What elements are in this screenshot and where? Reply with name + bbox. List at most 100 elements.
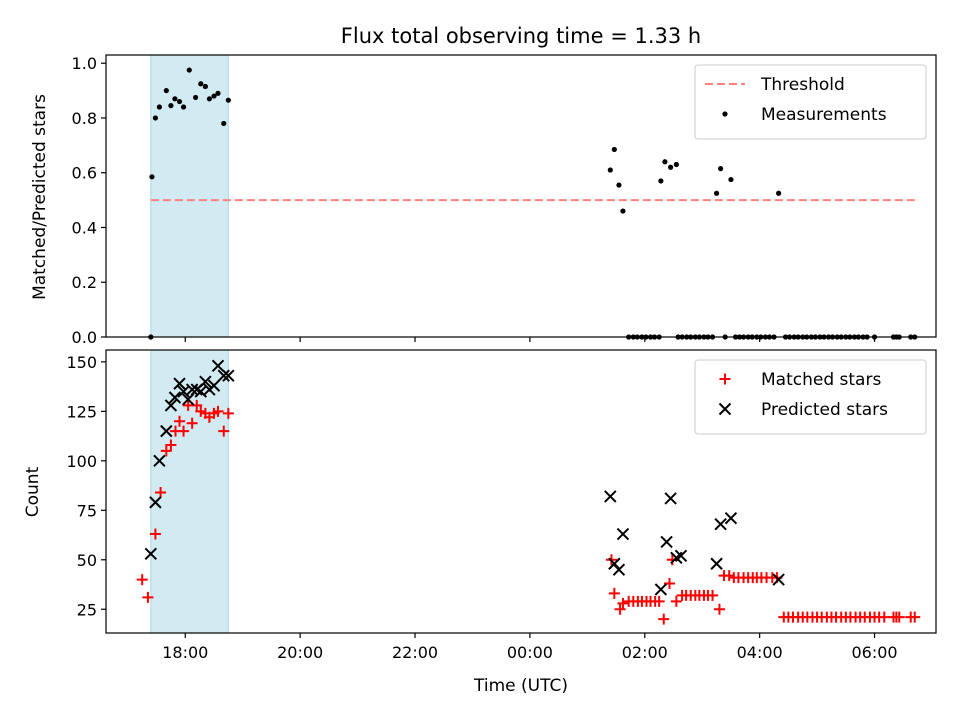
data-point	[136, 574, 148, 586]
x-tick-label: 20:00	[277, 643, 323, 662]
data-point	[217, 369, 230, 382]
data-point	[149, 528, 161, 540]
legend-plus-swatch	[719, 373, 731, 385]
data-point	[674, 549, 688, 563]
data-point	[673, 161, 679, 168]
bottom-y-axis-label: Count	[23, 466, 43, 517]
data-point	[707, 589, 719, 601]
data-point	[222, 407, 234, 419]
data-point	[186, 417, 198, 429]
legend-box	[694, 64, 927, 140]
data-point	[165, 439, 177, 451]
data-point	[144, 547, 158, 561]
data-point	[149, 496, 162, 509]
legend-label: Predicted stars	[761, 400, 888, 420]
data-point	[199, 375, 212, 388]
data-point	[724, 512, 738, 525]
data-point	[878, 611, 890, 623]
data-point	[181, 393, 195, 406]
data-point	[160, 424, 173, 438]
data-point	[604, 490, 617, 503]
top-y-axis-label: Matched/Predicted stars	[30, 94, 50, 300]
data-point	[178, 425, 190, 437]
data-point	[612, 563, 626, 576]
data-point	[211, 93, 217, 99]
chart-title: Flux total observing time = 1.33 h	[341, 24, 701, 48]
data-point	[202, 83, 208, 90]
data-point	[218, 425, 230, 437]
data-point	[211, 359, 225, 373]
data-point	[186, 67, 192, 73]
x-axis-label: Time (UTC)	[473, 676, 568, 696]
data-point	[160, 445, 172, 457]
data-point	[164, 399, 178, 412]
data-point	[193, 94, 199, 101]
y-tick-label: 50	[77, 551, 97, 570]
y-tick-label: 150	[66, 353, 97, 372]
data-point	[173, 377, 186, 390]
axes-frame	[105, 349, 937, 634]
data-point	[653, 595, 665, 607]
data-point	[654, 583, 668, 596]
data-point	[772, 573, 785, 586]
data-point	[608, 587, 620, 599]
data-point	[172, 96, 178, 102]
x-tick-label: 00:00	[507, 643, 553, 662]
data-point	[611, 146, 617, 153]
observing-span	[150, 54, 229, 338]
series-predicted-stars	[144, 359, 785, 596]
data-point	[174, 415, 186, 427]
y-tick-label: 100	[66, 452, 97, 471]
y-tick-label: 0.6	[72, 164, 97, 183]
data-point	[222, 369, 235, 382]
data-point	[728, 176, 734, 183]
series-measurements	[148, 67, 782, 340]
y-tick-label: 0.2	[72, 273, 97, 292]
data-point	[212, 405, 224, 417]
legend-x-swatch	[718, 402, 732, 416]
legend: Matched stars Predicted stars	[694, 359, 927, 435]
legend: Threshold Measurements	[694, 64, 927, 140]
data-point	[670, 595, 682, 607]
data-point	[156, 104, 163, 110]
data-point	[607, 167, 613, 173]
data-point	[668, 164, 674, 170]
data-point	[713, 190, 720, 196]
data-point	[221, 120, 227, 127]
x-tick-label: 06:00	[851, 643, 897, 662]
y-tick-label: 0.8	[72, 109, 97, 128]
data-point	[215, 90, 221, 96]
bottom-panel: 25 50 75 100 125 150 18:00 20:00 22:00 00:00 02:00…	[66, 349, 937, 662]
data-point	[710, 557, 723, 570]
data-point	[198, 81, 204, 87]
data-point	[620, 208, 626, 214]
data-point	[616, 182, 622, 188]
data-point	[176, 98, 183, 105]
data-point	[714, 517, 727, 531]
data-point	[658, 613, 670, 625]
legend-label: Threshold	[760, 75, 845, 95]
legend-dot-swatch	[722, 111, 728, 117]
data-point	[142, 591, 154, 603]
x-tick-label: 18:00	[162, 643, 208, 662]
y-tick-label: 0.4	[72, 218, 97, 237]
data-point	[662, 159, 668, 165]
data-point	[614, 603, 626, 615]
legend-label: Measurements	[761, 105, 887, 125]
x-tick-label: 02:00	[622, 643, 668, 662]
x-tick-label: 22:00	[392, 643, 438, 662]
data-point	[225, 97, 231, 103]
data-point	[206, 96, 212, 102]
legend-label: Matched stars	[761, 370, 881, 390]
data-point	[168, 103, 174, 109]
data-point	[153, 454, 166, 468]
data-point	[152, 115, 158, 121]
data-point	[617, 597, 629, 609]
data-point	[893, 611, 905, 623]
x-tick-label: 04:00	[737, 643, 783, 662]
series-matched-stars	[136, 399, 921, 625]
data-point	[658, 178, 664, 184]
y-tick-label: 1.0	[72, 54, 97, 73]
top-panel: 0.0 0.2 0.4 0.6 0.8 1.0 Threshold Measurements	[72, 54, 937, 347]
